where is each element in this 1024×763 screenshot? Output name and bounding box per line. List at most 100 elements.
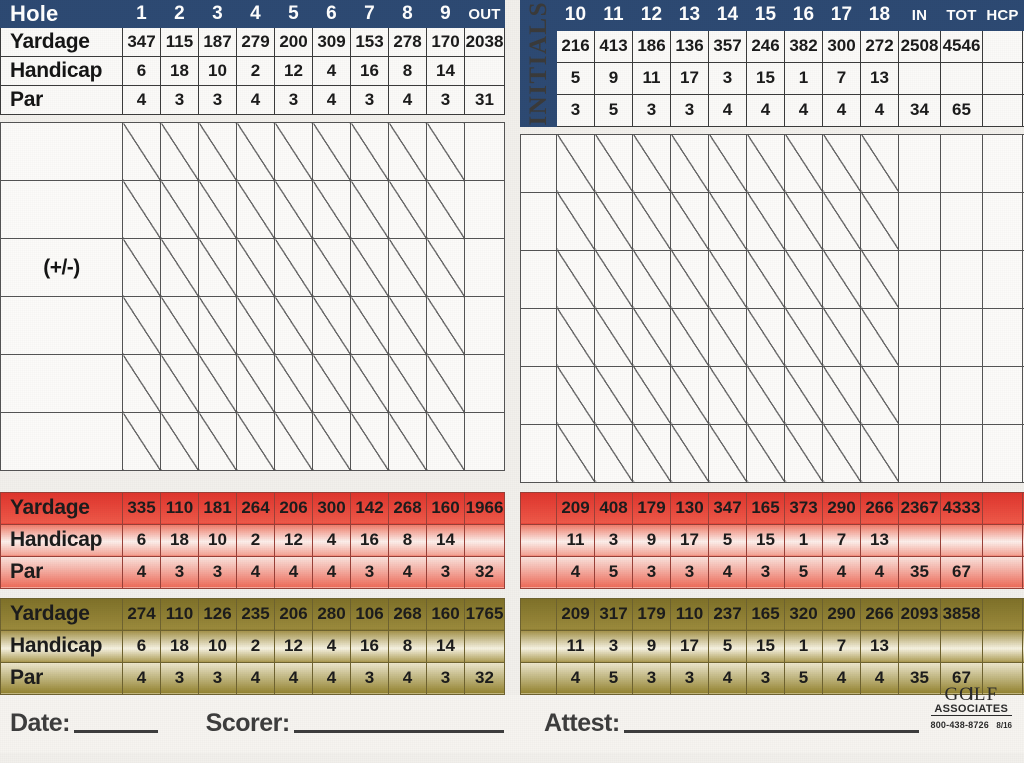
score-cell[interactable] — [860, 133, 899, 193]
score-cell[interactable] — [274, 180, 313, 239]
score-cell[interactable] — [594, 307, 633, 367]
score-cell[interactable] — [274, 412, 313, 471]
score-row[interactable] — [0, 296, 505, 355]
score-row[interactable] — [520, 133, 1024, 193]
initials-cell[interactable] — [520, 191, 557, 251]
score-cell[interactable] — [708, 191, 747, 251]
score-cell[interactable] — [122, 412, 161, 471]
score-cell[interactable] — [312, 296, 351, 355]
score-cell[interactable] — [198, 412, 237, 471]
score-cell[interactable] — [670, 423, 709, 483]
score-cell[interactable] — [122, 238, 161, 297]
score-hcp-cell[interactable] — [982, 133, 1023, 193]
score-cell[interactable] — [198, 354, 237, 413]
score-in-cell[interactable] — [898, 133, 941, 193]
score-hcp-cell[interactable] — [982, 365, 1023, 425]
score-cell[interactable] — [556, 307, 595, 367]
score-cell[interactable] — [160, 296, 199, 355]
score-cell[interactable] — [312, 122, 351, 181]
score-cell[interactable] — [236, 238, 275, 297]
score-cell[interactable] — [426, 180, 465, 239]
score-cell[interactable] — [556, 365, 595, 425]
score-cell[interactable] — [670, 133, 709, 193]
score-in-cell[interactable] — [898, 423, 941, 483]
score-cell[interactable] — [312, 412, 351, 471]
score-cell[interactable] — [784, 423, 823, 483]
score-cell[interactable] — [632, 423, 671, 483]
score-cell[interactable] — [274, 122, 313, 181]
score-out-cell[interactable] — [464, 296, 505, 355]
score-cell[interactable] — [426, 354, 465, 413]
score-cell[interactable] — [556, 249, 595, 309]
score-cell[interactable] — [784, 133, 823, 193]
score-cell[interactable] — [556, 423, 595, 483]
score-cell[interactable] — [388, 412, 427, 471]
score-cell[interactable] — [236, 354, 275, 413]
score-cell[interactable] — [236, 180, 275, 239]
initials-column[interactable]: INITIALS — [520, 0, 557, 127]
score-cell[interactable] — [426, 238, 465, 297]
score-row[interactable] — [0, 412, 505, 471]
score-in-cell[interactable] — [898, 307, 941, 367]
player-name-cell[interactable] — [0, 180, 123, 239]
score-cell[interactable] — [784, 365, 823, 425]
score-row[interactable] — [0, 354, 505, 413]
score-out-cell[interactable] — [464, 180, 505, 239]
score-cell[interactable] — [556, 133, 595, 193]
score-cell[interactable] — [708, 365, 747, 425]
score-cell[interactable] — [388, 238, 427, 297]
score-cell[interactable] — [708, 249, 747, 309]
score-cell[interactable] — [388, 296, 427, 355]
score-row[interactable] — [520, 191, 1024, 251]
score-cell[interactable] — [388, 122, 427, 181]
score-row[interactable] — [0, 180, 505, 239]
score-cell[interactable] — [236, 412, 275, 471]
date-input-line[interactable] — [74, 730, 159, 734]
score-out-cell[interactable] — [464, 238, 505, 297]
score-row[interactable] — [520, 365, 1024, 425]
scorer-input-line[interactable] — [293, 730, 504, 734]
score-cell[interactable] — [822, 249, 861, 309]
score-cell[interactable] — [708, 423, 747, 483]
score-cell[interactable] — [160, 122, 199, 181]
score-cell[interactable] — [822, 423, 861, 483]
score-cell[interactable] — [122, 354, 161, 413]
attest-input-line[interactable] — [623, 730, 919, 734]
score-cell[interactable] — [160, 412, 199, 471]
score-cell[interactable] — [388, 180, 427, 239]
initials-cell[interactable] — [520, 365, 557, 425]
score-cell[interactable] — [632, 191, 671, 251]
score-tot-cell[interactable] — [940, 133, 983, 193]
score-cell[interactable] — [746, 423, 785, 483]
score-cell[interactable] — [670, 249, 709, 309]
score-cell[interactable] — [198, 122, 237, 181]
score-cell[interactable] — [426, 122, 465, 181]
score-cell[interactable] — [594, 365, 633, 425]
score-cell[interactable] — [594, 249, 633, 309]
score-cell[interactable] — [594, 133, 633, 193]
score-row-plus-minus[interactable]: (+/-) — [0, 238, 505, 297]
score-out-cell[interactable] — [464, 354, 505, 413]
score-tot-cell[interactable] — [940, 423, 983, 483]
score-cell[interactable] — [312, 180, 351, 239]
score-row[interactable] — [520, 307, 1024, 367]
score-tot-cell[interactable] — [940, 307, 983, 367]
score-cell[interactable] — [350, 122, 389, 181]
score-cell[interactable] — [160, 354, 199, 413]
score-cell[interactable] — [784, 191, 823, 251]
score-cell[interactable] — [350, 180, 389, 239]
score-cell[interactable] — [632, 365, 671, 425]
initials-cell[interactable] — [520, 133, 557, 193]
score-tot-cell[interactable] — [940, 191, 983, 251]
score-cell[interactable] — [556, 191, 595, 251]
score-cell[interactable] — [784, 307, 823, 367]
score-cell[interactable] — [274, 354, 313, 413]
score-cell[interactable] — [274, 296, 313, 355]
score-tot-cell[interactable] — [940, 365, 983, 425]
player-name-cell[interactable] — [0, 354, 123, 413]
score-cell[interactable] — [860, 365, 899, 425]
score-out-cell[interactable] — [464, 412, 505, 471]
score-cell[interactable] — [160, 238, 199, 297]
initials-cell[interactable] — [520, 249, 557, 309]
score-hcp-cell[interactable] — [982, 307, 1023, 367]
